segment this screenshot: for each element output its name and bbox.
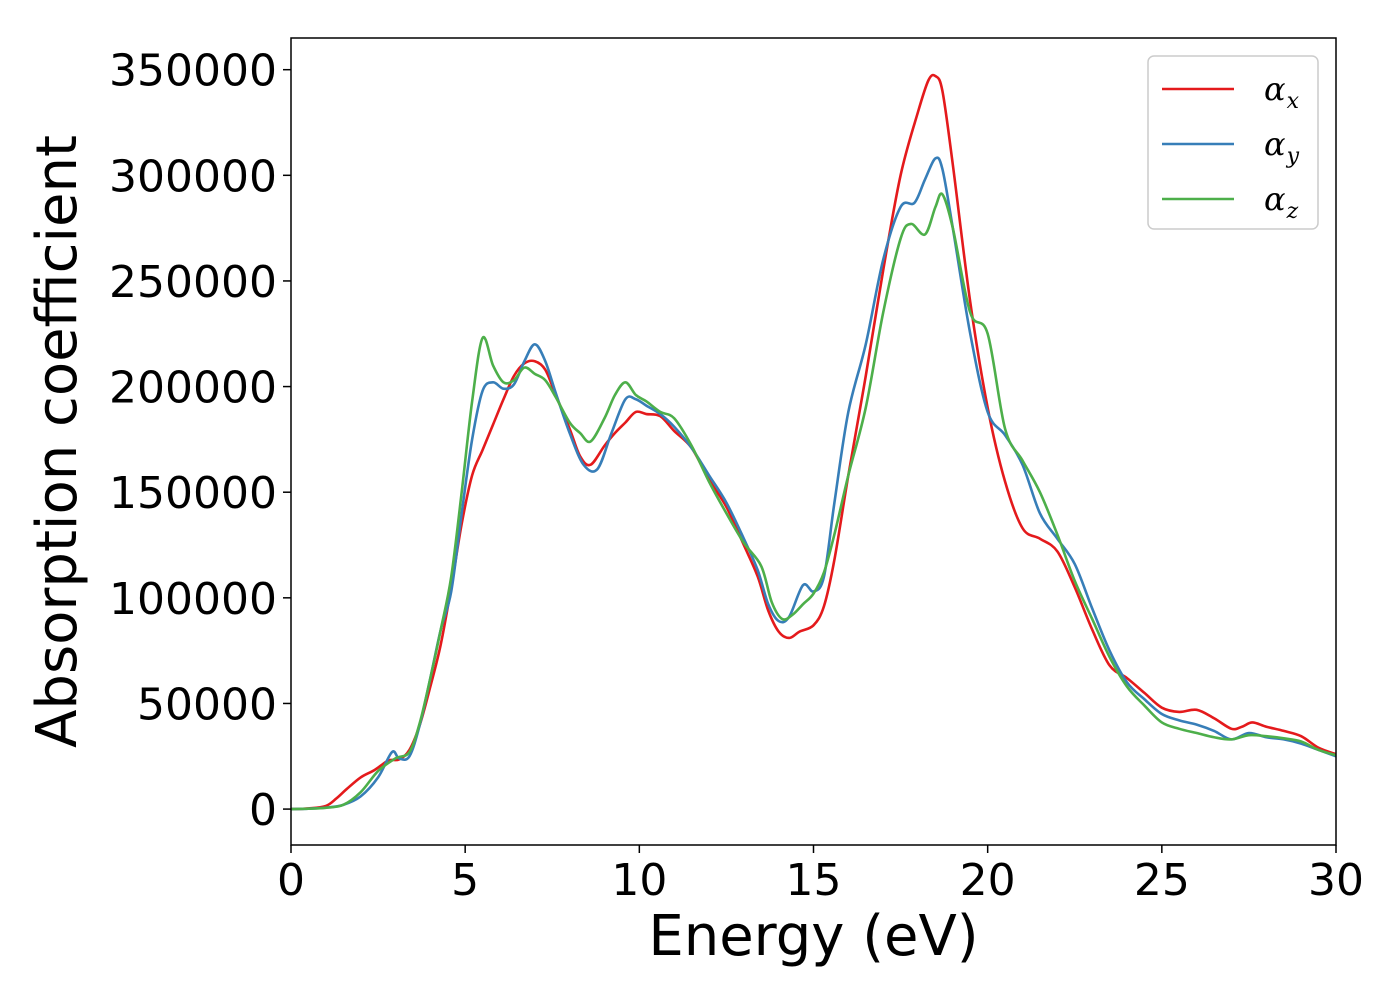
y-tick-label: 150000 bbox=[109, 468, 277, 519]
y-tick-label: 50000 bbox=[137, 679, 277, 730]
y-tick-label: 250000 bbox=[109, 257, 277, 308]
x-axis-ticks: 0 5 10 15 20 25 30 bbox=[277, 845, 1364, 906]
x-tick-label: 30 bbox=[1308, 855, 1364, 906]
plot-series bbox=[291, 73, 1336, 811]
x-tick-label: 5 bbox=[451, 855, 479, 906]
series-line-y bbox=[291, 156, 1336, 811]
x-tick-label: 0 bbox=[277, 855, 305, 906]
y-tick-label: 300000 bbox=[109, 151, 277, 202]
y-tick-label: 100000 bbox=[109, 574, 277, 625]
x-tick-label: 10 bbox=[611, 855, 667, 906]
x-tick-label: 25 bbox=[1134, 855, 1190, 906]
y-tick-label: 350000 bbox=[109, 46, 277, 97]
y-axis-ticks: 0 50000 100000 150000 200000 250000 300000 3500… bbox=[109, 46, 291, 836]
series-line-z bbox=[291, 192, 1336, 811]
legend-box bbox=[1147, 55, 1319, 230]
y-tick-label: 200000 bbox=[109, 363, 277, 414]
y-axis-title: Absorption coefficient bbox=[25, 135, 90, 748]
x-tick-label: 15 bbox=[786, 855, 842, 906]
y-tick-label: 0 bbox=[249, 785, 277, 836]
x-axis-title: Energy (eV) bbox=[648, 904, 978, 969]
x-tick-label: 20 bbox=[960, 855, 1016, 906]
